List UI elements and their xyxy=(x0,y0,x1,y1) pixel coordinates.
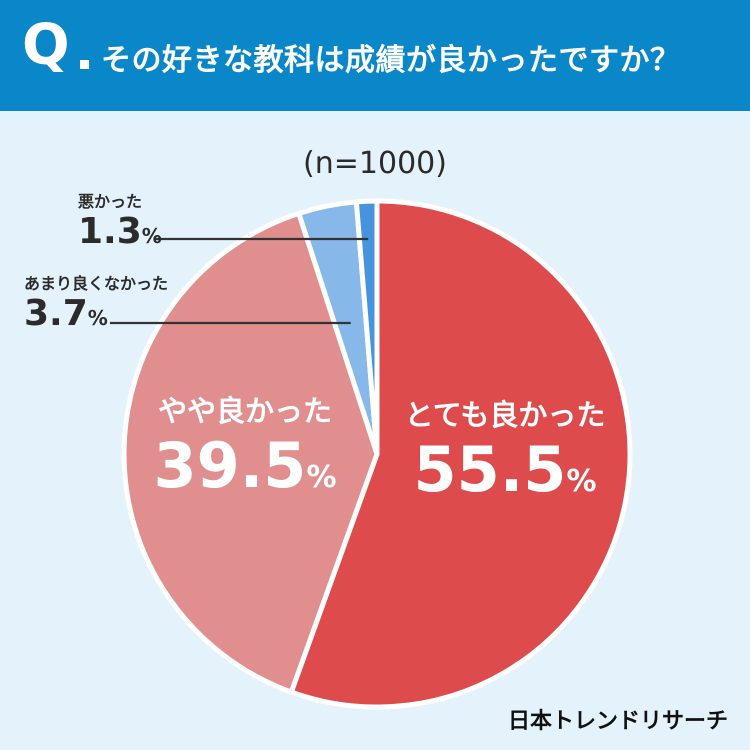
slice-value-not-good: 3.7% xyxy=(24,293,108,334)
slice-value-bad: 1.3% xyxy=(78,211,162,252)
question-title: その好きな教科は成績が良かったですか？ xyxy=(101,43,681,78)
label-slice-very-good: とても良かった 55.5% xyxy=(400,392,610,505)
label-slice-bad: 悪かった 1.3% xyxy=(78,188,162,252)
slice-value-very-good: 55.5% xyxy=(413,433,597,506)
q-dot xyxy=(80,60,89,69)
slice-bad xyxy=(353,198,380,457)
sample-size: (n=1000) xyxy=(303,146,447,181)
q-mark: Q xyxy=(22,13,70,78)
header-bar: Q その好きな教科は成績が良かったですか？ xyxy=(0,0,750,111)
label-slice-somewhat-good: やや良かった 39.5% xyxy=(140,388,350,501)
slice-very-good xyxy=(288,198,633,710)
slice-value-somewhat-good: 39.5% xyxy=(153,429,337,502)
slice-label-bad: 悪かった xyxy=(78,192,143,211)
label-slice-not-good: あまり良くなかった 3.7% xyxy=(24,270,168,334)
slice-label-somewhat-good: やや良かった xyxy=(157,394,332,428)
slice-label-not-good: あまり良くなかった xyxy=(24,274,169,293)
slice-somewhat-good xyxy=(121,210,380,695)
brand-logo: 日本トレンドリサーチ xyxy=(507,709,728,734)
slice-label-very-good: とても良かった xyxy=(404,398,606,432)
